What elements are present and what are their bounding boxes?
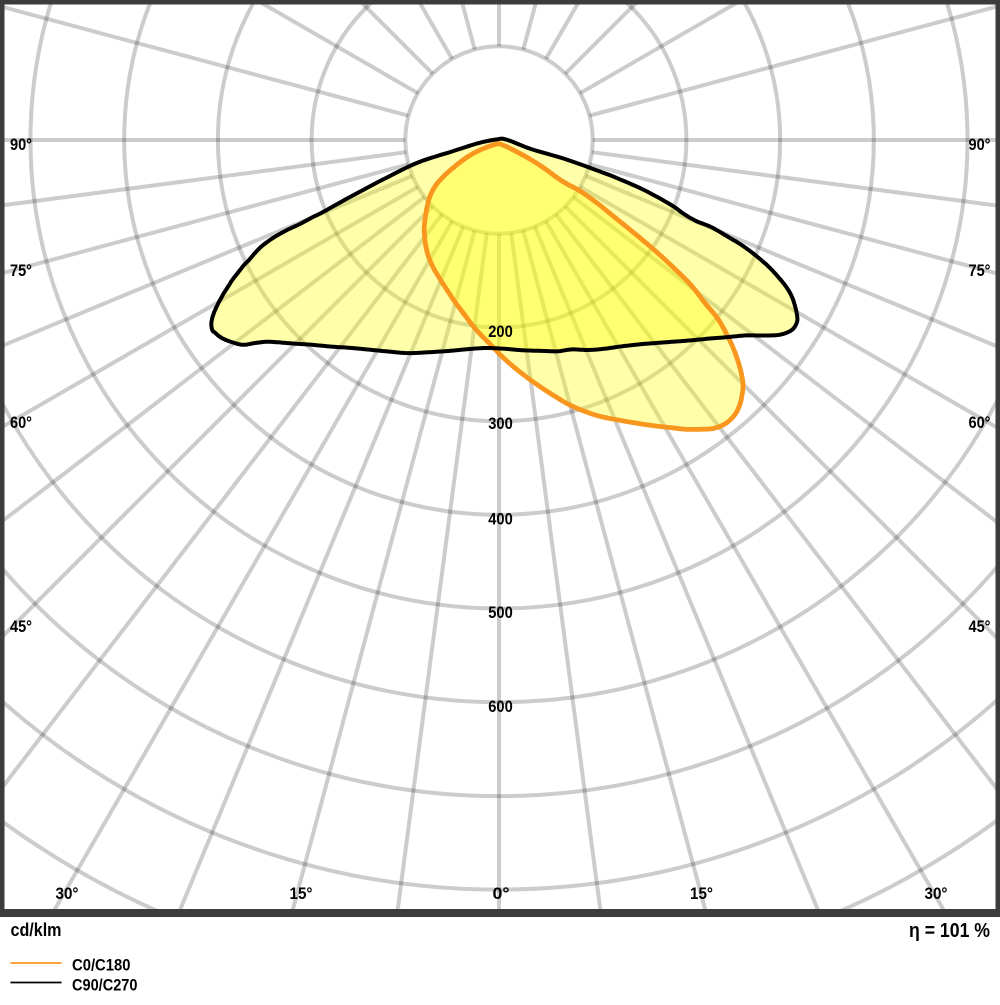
svg-text:C0/C180: C0/C180 [72,956,131,975]
svg-text:200: 200 [488,323,513,341]
svg-text:75°: 75° [969,262,991,280]
svg-text:300: 300 [488,415,513,433]
svg-text:30°: 30° [56,885,79,903]
svg-text:45°: 45° [10,618,32,636]
svg-text:90°: 90° [10,136,32,154]
svg-text:C90/C270: C90/C270 [72,976,138,995]
svg-text:90°: 90° [969,136,991,154]
svg-text:45°: 45° [969,618,991,636]
svg-text:η = 101 %: η = 101 % [909,920,990,942]
svg-text:cd/klm: cd/klm [11,920,62,940]
svg-text:600: 600 [488,698,513,716]
svg-text:60°: 60° [969,414,991,432]
svg-text:15°: 15° [290,885,313,903]
svg-text:500: 500 [488,604,513,622]
svg-text:400: 400 [488,511,513,529]
svg-text:75°: 75° [10,262,32,280]
svg-text:15°: 15° [690,885,713,903]
svg-text:0°: 0° [493,885,510,903]
svg-text:30°: 30° [925,885,948,903]
svg-text:60°: 60° [10,414,32,432]
